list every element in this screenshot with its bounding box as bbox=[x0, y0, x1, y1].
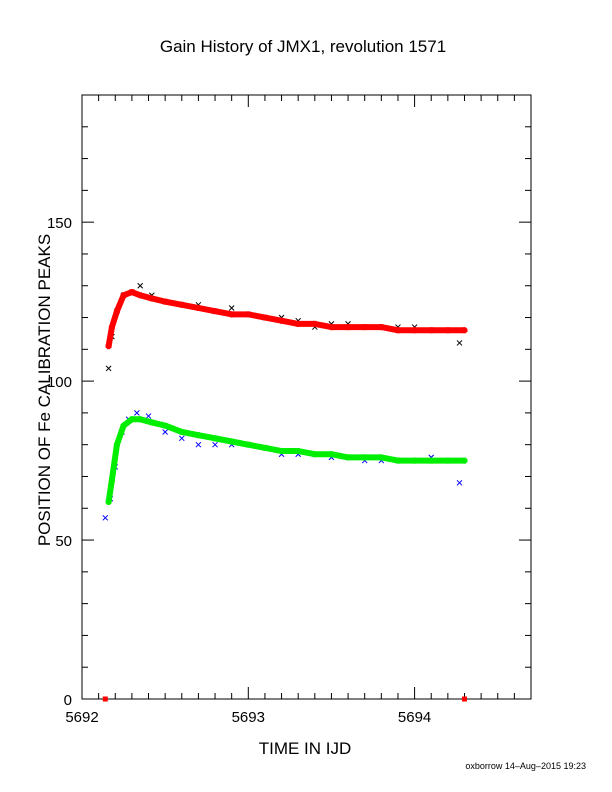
lower_peak_measurements-point bbox=[162, 429, 169, 435]
lower_peak_measurements-point bbox=[134, 410, 140, 416]
y-tick-label: 0 bbox=[64, 692, 72, 709]
x-tick-label: 5692 bbox=[65, 709, 98, 726]
upper_peak_measurements-point bbox=[137, 282, 144, 289]
lower_peak_measurements-point bbox=[178, 435, 185, 442]
x-axis-label: TIME IN IJD bbox=[259, 739, 352, 758]
lower_peak_measurements-point bbox=[145, 413, 152, 419]
lower_peak_fit-series bbox=[105, 416, 468, 505]
x-tick-label: 5693 bbox=[232, 709, 265, 726]
upper_peak_fit-series bbox=[105, 289, 468, 350]
y-axis-label: POSITION OF Fe CALIBRATION PEAKS bbox=[35, 234, 54, 546]
data-marks bbox=[102, 282, 468, 702]
lower_peak_measurements-series bbox=[102, 410, 463, 521]
y-tick-label: 50 bbox=[55, 533, 72, 550]
upper_peak_measurements-point bbox=[105, 365, 112, 372]
upper_peak_measurements-point bbox=[456, 340, 463, 346]
lower_peak_measurements-point bbox=[195, 441, 202, 448]
footer-stamp: oxborrow 14–Aug–2015 19:23 bbox=[465, 761, 586, 771]
upper_peak_measurements-series bbox=[105, 282, 463, 372]
axis-tick-labels: 5692 5693 5694 0 50 100 150 bbox=[47, 215, 431, 726]
lower_peak_measurements-point bbox=[212, 441, 218, 448]
x-tick-label: 5694 bbox=[398, 709, 431, 726]
chart-title: Gain History of JMX1, revolution 1571 bbox=[160, 37, 446, 56]
plot-frame bbox=[81, 94, 532, 700]
y-tick-label: 150 bbox=[47, 215, 72, 232]
axis-ticks bbox=[81, 94, 532, 700]
upper_peak_fit-line bbox=[105, 289, 468, 350]
y-tick-label: 100 bbox=[47, 374, 72, 391]
axis-marker bbox=[102, 696, 108, 702]
lower_peak_measurements-point bbox=[456, 479, 463, 486]
lower_peak_measurements-point bbox=[102, 514, 109, 521]
upper_peak_measurements-point bbox=[228, 305, 235, 311]
axis-marker bbox=[461, 696, 467, 702]
lower_peak_fit-line bbox=[105, 416, 468, 505]
